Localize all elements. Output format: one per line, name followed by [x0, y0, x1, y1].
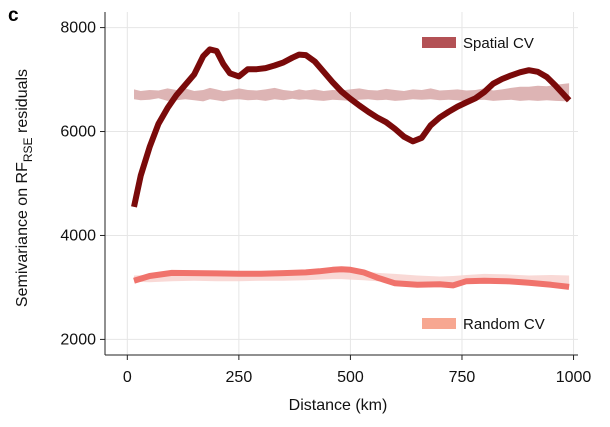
tick-marks: 0 250 500 750 1000 2000 4000 6000 8000 — [60, 20, 591, 386]
x-tick-label: 1000 — [556, 369, 592, 386]
y-axis-title: Semivariance on RFRSE residuals — [14, 69, 35, 307]
x-tick-label: 250 — [226, 369, 253, 386]
y-tick-label: 2000 — [60, 331, 96, 348]
y-axis-title-main: Semivariance on RF — [14, 162, 31, 307]
y-axis-title-subscript: RSE — [21, 137, 35, 162]
axes — [104, 12, 578, 356]
x-axis-title: Distance (km) — [289, 397, 388, 414]
legend-swatch-spatial — [422, 37, 456, 48]
legend: Spatial CV Random CV — [422, 35, 545, 333]
legend-label-spatial: Spatial CV — [463, 35, 534, 52]
x-tick-label: 0 — [123, 369, 132, 386]
y-tick-label: 4000 — [60, 227, 96, 244]
legend-label-random: Random CV — [463, 316, 545, 333]
series-lines — [131, 46, 572, 290]
confidence-bands — [134, 83, 570, 287]
line-spatial — [131, 46, 572, 208]
y-axis-title-tail: residuals — [14, 69, 31, 137]
panel-letter: c — [8, 5, 19, 26]
legend-swatch-random — [422, 318, 456, 329]
x-tick-label: 750 — [449, 369, 476, 386]
line-random — [133, 266, 570, 290]
band-spatial — [134, 83, 570, 102]
y-tick-label: 8000 — [60, 20, 96, 37]
y-tick-label: 6000 — [60, 124, 96, 141]
x-tick-label: 500 — [337, 369, 364, 386]
grid-lines — [105, 12, 578, 355]
